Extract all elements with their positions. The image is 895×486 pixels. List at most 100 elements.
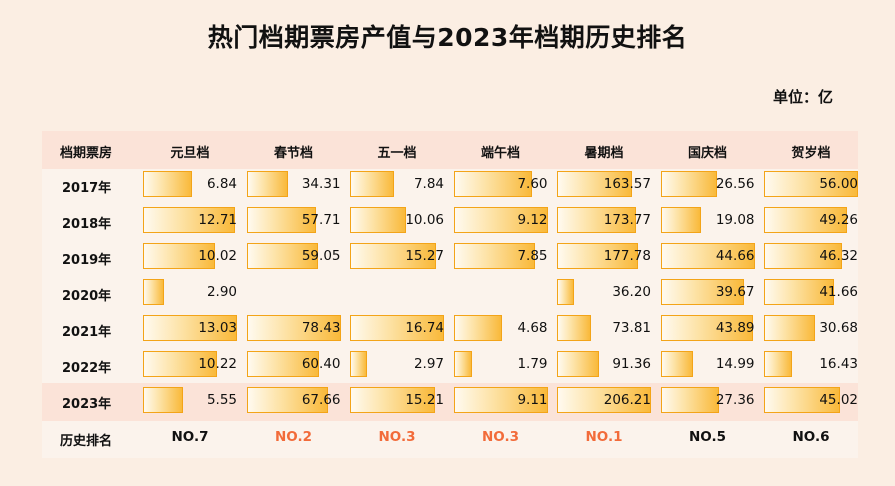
data-label: 10.06	[405, 212, 444, 228]
data-bar	[246, 171, 288, 197]
row-year-label: 2017年	[62, 181, 112, 196]
data-bar	[453, 387, 548, 413]
column-header: 五一档	[377, 146, 417, 161]
data-label: 6.84	[206, 176, 237, 192]
data-label: 7.85	[517, 248, 548, 264]
data-bar	[453, 243, 535, 269]
data-bar	[453, 315, 502, 341]
data-label: 14.99	[715, 356, 755, 372]
data-bar	[557, 351, 599, 377]
data-bar	[143, 243, 215, 269]
data-label: 10.22	[198, 356, 237, 372]
data-bar	[143, 315, 237, 341]
data-bar	[246, 243, 318, 269]
data-bar	[660, 207, 701, 233]
data-bar	[453, 171, 532, 197]
data-bar	[246, 387, 328, 413]
data-label: 15.27	[405, 248, 444, 264]
column-header: 暑期档	[584, 146, 624, 161]
data-bar	[660, 351, 693, 377]
data-label: 10.02	[198, 248, 237, 264]
data-bar	[660, 387, 719, 413]
data-label: 13.03	[198, 320, 237, 336]
data-label: 60.40	[301, 356, 341, 372]
data-bar	[453, 351, 472, 377]
data-bar	[350, 387, 435, 413]
row-year-label: 2023年	[62, 397, 112, 412]
data-label: 78.43	[301, 320, 341, 336]
data-bar	[557, 207, 636, 233]
data-bar	[143, 351, 217, 377]
data-bar	[764, 171, 858, 197]
data-label: 49.26	[819, 212, 858, 228]
data-bar	[764, 279, 834, 305]
box-office-table: 档期票房 历史排名 元旦档 春节档 五一档 端午档 暑期档 国庆档 贺岁档 2017年 6.84…	[42, 131, 858, 458]
data-bar	[660, 243, 755, 269]
data-label: 57.71	[301, 212, 341, 228]
rank-label: NO.6	[792, 429, 830, 445]
row-year-label: 2018年	[62, 217, 112, 232]
data-bar	[246, 207, 316, 233]
data-label: 46.32	[819, 248, 858, 264]
data-label: 30.68	[819, 320, 858, 336]
data-label: 39.67	[715, 284, 755, 300]
rank-label: NO.7	[171, 429, 209, 445]
rank-row-label: 历史排名	[60, 434, 113, 449]
page-title: 热门档期票房产值与2023年档期历史排名	[207, 23, 688, 52]
data-bar	[143, 171, 192, 197]
data-label: 41.66	[819, 284, 858, 300]
data-bar	[764, 387, 840, 413]
data-label: 15.21	[405, 392, 444, 408]
column-header: 贺岁档	[791, 146, 831, 161]
data-label: 9.11	[517, 392, 548, 408]
data-label: 2.97	[413, 356, 444, 372]
data-label: 12.71	[198, 212, 237, 228]
data-bar	[143, 207, 235, 233]
row-year-label: 2022年	[62, 361, 112, 376]
header-band	[42, 131, 858, 169]
data-label: 91.36	[612, 356, 651, 372]
column-header: 国庆档	[687, 146, 727, 161]
data-bar	[557, 171, 632, 197]
rank-label: NO.2	[275, 429, 312, 445]
data-label: 67.66	[301, 392, 341, 408]
data-label: 16.43	[819, 356, 858, 372]
data-bar	[143, 387, 183, 413]
data-label: 36.20	[612, 284, 651, 300]
data-label: 7.60	[517, 176, 548, 192]
row-year-label: 2020年	[62, 289, 112, 304]
row-year-label: 2021年	[62, 325, 112, 340]
data-label: 16.74	[405, 320, 444, 336]
data-label: 27.36	[715, 392, 755, 408]
data-label: 56.00	[819, 176, 858, 192]
rank-label: NO.5	[689, 429, 726, 445]
data-bar	[764, 207, 847, 233]
data-label: 5.55	[206, 392, 237, 408]
data-bar	[764, 351, 792, 377]
data-label: 1.79	[517, 356, 548, 372]
data-bar	[350, 243, 436, 269]
data-label: 4.68	[517, 320, 548, 336]
unit-label: 单位：亿	[772, 88, 833, 106]
data-bar	[557, 387, 651, 413]
data-bar	[557, 243, 638, 269]
data-label: 43.89	[715, 320, 755, 336]
data-bar	[660, 171, 717, 197]
data-bar	[557, 315, 591, 341]
data-bar	[557, 279, 574, 305]
data-bar	[350, 351, 367, 377]
data-label: 34.31	[301, 176, 341, 192]
data-label: 206.21	[603, 392, 651, 408]
data-label: 7.84	[413, 176, 444, 192]
data-label: 19.08	[715, 212, 755, 228]
data-label: 44.66	[715, 248, 755, 264]
data-bar	[764, 315, 815, 341]
column-header: 端午档	[480, 146, 520, 161]
rank-label: NO.1	[585, 429, 623, 445]
rank-label: NO.3	[378, 429, 416, 445]
data-bar	[350, 315, 444, 341]
data-bar	[453, 207, 548, 233]
data-bar	[660, 279, 744, 305]
data-label: 59.05	[301, 248, 341, 264]
data-label: 177.78	[603, 248, 651, 264]
